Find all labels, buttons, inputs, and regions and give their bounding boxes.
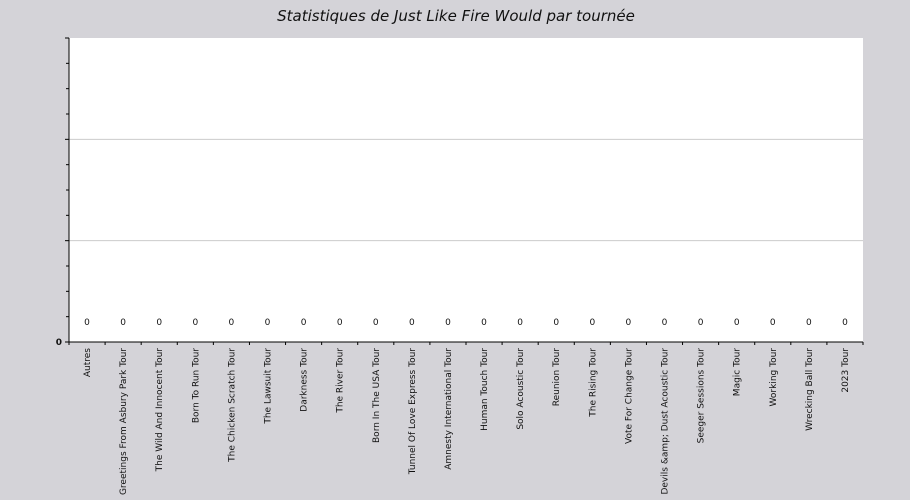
x-tick-label: Born In The USA Tour — [372, 348, 382, 443]
data-label: 0 — [120, 318, 126, 328]
data-labels: 0 0 0 0 0 0 0 0 0 0 0 0 0 0 0 0 0 0 0 0 0 0 — [84, 318, 848, 328]
data-label: 0 — [337, 318, 343, 328]
x-tick-label: Solo Acoustic Tour — [516, 348, 526, 430]
x-tick-label: Magic Tour — [733, 348, 743, 396]
data-label: 0 — [373, 318, 379, 328]
x-tick-label: The Lawsuit Tour — [264, 348, 274, 425]
x-tick-label: Working Tour — [769, 348, 779, 407]
x-tick-label: Autres — [83, 348, 93, 377]
data-label: 0 — [192, 318, 198, 328]
x-tick-label: The Rising Tour — [588, 348, 598, 418]
data-label: 0 — [409, 318, 415, 328]
data-label: 0 — [265, 318, 271, 328]
data-label: 0 — [517, 318, 523, 328]
x-tick-label: Reunion Tour — [552, 348, 562, 407]
data-label: 0 — [806, 318, 812, 328]
data-label: 0 — [84, 318, 90, 328]
data-label: 0 — [662, 318, 668, 328]
x-axis: Autres Greetings From Asbury Park Tour The… — [68, 341, 864, 495]
grid-lines — [69, 138, 863, 242]
data-label: 0 — [842, 318, 848, 328]
plot-area — [69, 38, 863, 342]
data-label: 0 — [301, 318, 307, 328]
x-tick-label: Greetings From Asbury Park Tour — [119, 348, 129, 495]
data-label: 0 — [698, 318, 704, 328]
data-label: 0 — [445, 318, 451, 328]
x-tick-label: 2023 Tour — [841, 348, 851, 393]
data-label: 0 — [481, 318, 487, 328]
data-label: 0 — [589, 318, 595, 328]
x-tick-label: Vote For Change Tour — [624, 348, 634, 444]
data-label: 0 — [229, 318, 235, 328]
data-label: 0 — [734, 318, 740, 328]
x-tick-label: Wrecking Ball Tour — [805, 348, 815, 431]
x-tick-label: The Wild And Innocent Tour — [155, 348, 165, 473]
data-label: 0 — [553, 318, 559, 328]
y-tick-label: 0 — [56, 338, 62, 348]
x-tick-label: The River Tour — [336, 348, 346, 414]
x-tick-label: Darkness Tour — [300, 348, 310, 412]
x-tick-label: Born To Run Tour — [191, 348, 201, 423]
x-tick-label: Tunnel Of Love Express Tour — [408, 348, 418, 476]
data-label: 0 — [156, 318, 162, 328]
x-tick-label: Seeger Sessions Tour — [697, 348, 707, 444]
x-tick-label: Human Touch Tour — [480, 348, 490, 431]
x-tick-label: The Chicken Scratch Tour — [227, 348, 237, 463]
data-label: 0 — [626, 318, 632, 328]
y-axis: 0 — [56, 37, 70, 348]
data-label: 0 — [770, 318, 776, 328]
x-tick-label: Devils &amp; Dust Acoustic Tour — [661, 348, 671, 495]
x-tick-label: Amnesty International Tour — [444, 348, 454, 470]
chart-title: Statistiques de Just Like Fire Would par… — [277, 7, 635, 25]
